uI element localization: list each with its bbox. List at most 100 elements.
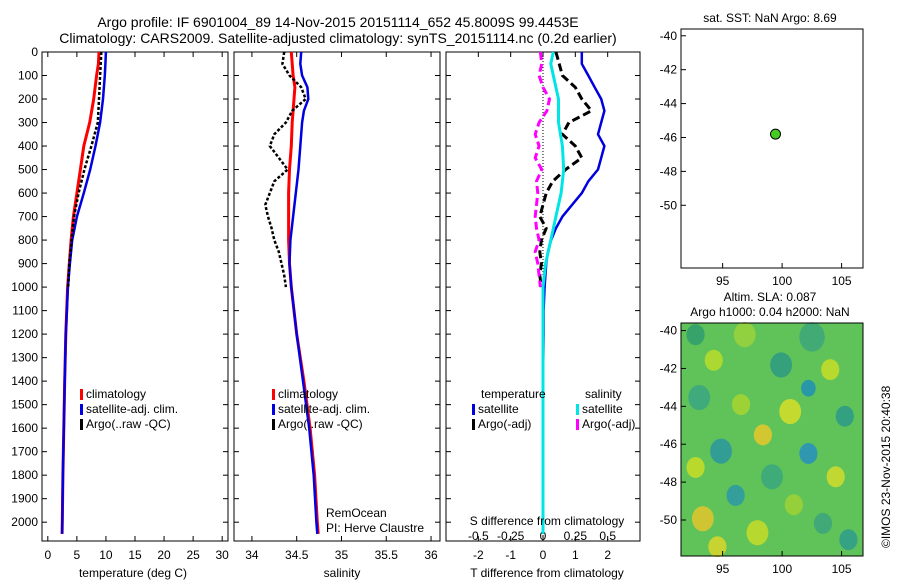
sla-map-panel: 95 100 105 -40 -42 -44 -46 -48 -50 — [660, 322, 864, 576]
difference-top-tick-label: -0.25 — [497, 529, 525, 543]
sla-map-blob — [726, 484, 745, 506]
difference-legend-swatch — [472, 404, 475, 415]
sla-map-blob — [799, 442, 818, 464]
sla-map-blob — [746, 520, 769, 546]
temperature-panel: 0 5 10 15 20 25 300100200300400500600700800900… — [11, 45, 229, 562]
salinity-xtick-label: 34 — [245, 548, 259, 562]
difference-top-tick-label: 0.5 — [599, 529, 616, 543]
depth-tick-label: 1800 — [11, 468, 38, 482]
sla-map-blob — [710, 438, 732, 464]
temperature-series-satellite-adj-clim- — [60, 51, 108, 534]
sla_map-xtick-label: 105 — [832, 562, 852, 576]
temperature-xlabel: temperature (deg C) — [79, 566, 187, 580]
sla-map-blob — [826, 466, 845, 488]
difference-legend-title: temperature — [481, 387, 546, 401]
sla-map-blob — [686, 456, 705, 478]
depth-tick-label: 100 — [18, 69, 38, 83]
sla-map-title-2: Argo h1000: 0.04 h2000: NaN — [690, 305, 849, 319]
temperature-xtick-label: 25 — [186, 548, 200, 562]
depth-tick-label: 1200 — [11, 327, 38, 341]
sla-map-blob — [691, 506, 714, 532]
sst-map-title: sat. SST: NaN Argo: 8.69 — [703, 11, 837, 25]
difference-top-xlabel: S difference from climatology — [470, 514, 625, 528]
salinity-xtick-label: 35 — [335, 548, 349, 562]
sla_map-ytick-label: -44 — [660, 399, 678, 413]
sla_map-ytick-label: -40 — [660, 324, 678, 338]
difference-legend-label: satellite — [582, 402, 623, 416]
title-line-1: Argo profile: IF 6901004_89 14-Nov-2015 … — [97, 14, 578, 30]
temperature-xtick-label: 30 — [216, 548, 230, 562]
sla-map-blob — [761, 464, 783, 490]
depth-tick-label: 800 — [18, 233, 38, 247]
sla-map-blob — [688, 384, 711, 411]
temperature-xtick-label: 15 — [128, 548, 142, 562]
difference-series-salinity-satellite — [541, 51, 566, 534]
sla-map-blob — [733, 322, 756, 348]
difference-xtick-label: 1 — [572, 548, 579, 562]
sst_map-xtick-label: 100 — [772, 274, 792, 288]
depth-tick-label: 1900 — [11, 492, 38, 506]
temperature-legend-swatch — [80, 404, 83, 415]
difference-top-tick-label: -0.5 — [468, 529, 489, 543]
salinity-xtick-label: 35.5 — [375, 548, 399, 562]
sla_map-ytick-label: -42 — [660, 361, 678, 375]
sla-map-blob — [779, 398, 802, 425]
depth-tick-label: 400 — [18, 139, 38, 153]
difference-legend-label: satellite — [478, 402, 519, 416]
temperature-xtick-label: 10 — [99, 548, 113, 562]
temperature-legend-swatch — [80, 389, 83, 400]
float-position-marker — [770, 128, 782, 140]
salinity-legend-swatch — [272, 404, 275, 415]
salinity-xtick-label: 34.5 — [285, 548, 309, 562]
sst_map-ytick-label: -48 — [660, 164, 678, 178]
depth-tick-label: 1100 — [12, 304, 38, 318]
salinity-series-satellite-adj-clim- — [288, 51, 319, 534]
temperature-frame — [41, 51, 229, 542]
temperature-legend-label: satellite-adj. clim. — [86, 402, 178, 416]
sla_map-ytick-label: -48 — [660, 475, 678, 489]
depth-tick-label: 1700 — [11, 445, 38, 459]
sst_map-ytick-label: -44 — [660, 97, 678, 111]
sla-map-blob — [708, 536, 727, 558]
salinity-frame — [233, 51, 441, 542]
temperature-legend-label: climatology — [86, 387, 146, 401]
salinity-legend-label: climatology — [278, 387, 338, 401]
pi-label: PI: Herve Claustre — [326, 521, 424, 535]
temperature-xtick-label: 20 — [157, 548, 171, 562]
difference-series-temperature-satellite — [541, 52, 606, 534]
sla_map-ytick-label: -50 — [660, 513, 678, 527]
sst-map-panel: 95 100 105 -40 -42 -44 -46 -48 -50 — [660, 28, 864, 288]
sla-map-blob — [784, 494, 803, 516]
salinity-legend-label: Argo(..raw -QC) — [278, 417, 363, 431]
project-label: RemOcean — [326, 506, 387, 520]
sla_map-xtick-label: 95 — [716, 562, 730, 576]
difference-xlabel: T difference from climatology — [470, 566, 624, 580]
depth-tick-label: 600 — [18, 186, 38, 200]
depth-tick-label: 900 — [18, 257, 38, 271]
difference-xtick-label: 0 — [540, 548, 547, 562]
depth-tick-label: 300 — [18, 116, 38, 130]
sla-map-blob — [835, 405, 854, 427]
difference-xtick-label: -2 — [473, 548, 484, 562]
difference-legend-swatch — [576, 419, 579, 430]
difference-legend-label: Argo(-adj) — [478, 417, 531, 431]
sla-map-blob — [731, 394, 751, 416]
depth-tick-label: 2000 — [11, 515, 38, 529]
sst_map-ytick-label: -46 — [660, 130, 678, 144]
salinity-legend-swatch — [272, 419, 275, 430]
depth-tick-label: 1500 — [11, 398, 38, 412]
sst_map-ytick-label: -42 — [660, 63, 678, 77]
depth-tick-label: 0 — [31, 45, 38, 59]
sla-map-blob — [704, 349, 723, 371]
depth-tick-label: 1300 — [11, 351, 38, 365]
temperature-legend-label: Argo(..raw -QC) — [86, 417, 171, 431]
temperature-series-argo-raw-qc- — [66, 51, 103, 288]
difference-top-tick-label: 0 — [540, 529, 547, 543]
difference-legend-swatch — [472, 419, 475, 430]
difference-panel: -2 -1 0 1 2-0.5 -0.25 0 0.25 0.5temperaturesatel… — [445, 51, 641, 562]
sst_map-xtick-label: 95 — [716, 274, 730, 288]
depth-tick-label: 1400 — [11, 374, 38, 388]
sla_map-ytick-label: -46 — [660, 437, 678, 451]
difference-xtick-label: 2 — [604, 548, 611, 562]
